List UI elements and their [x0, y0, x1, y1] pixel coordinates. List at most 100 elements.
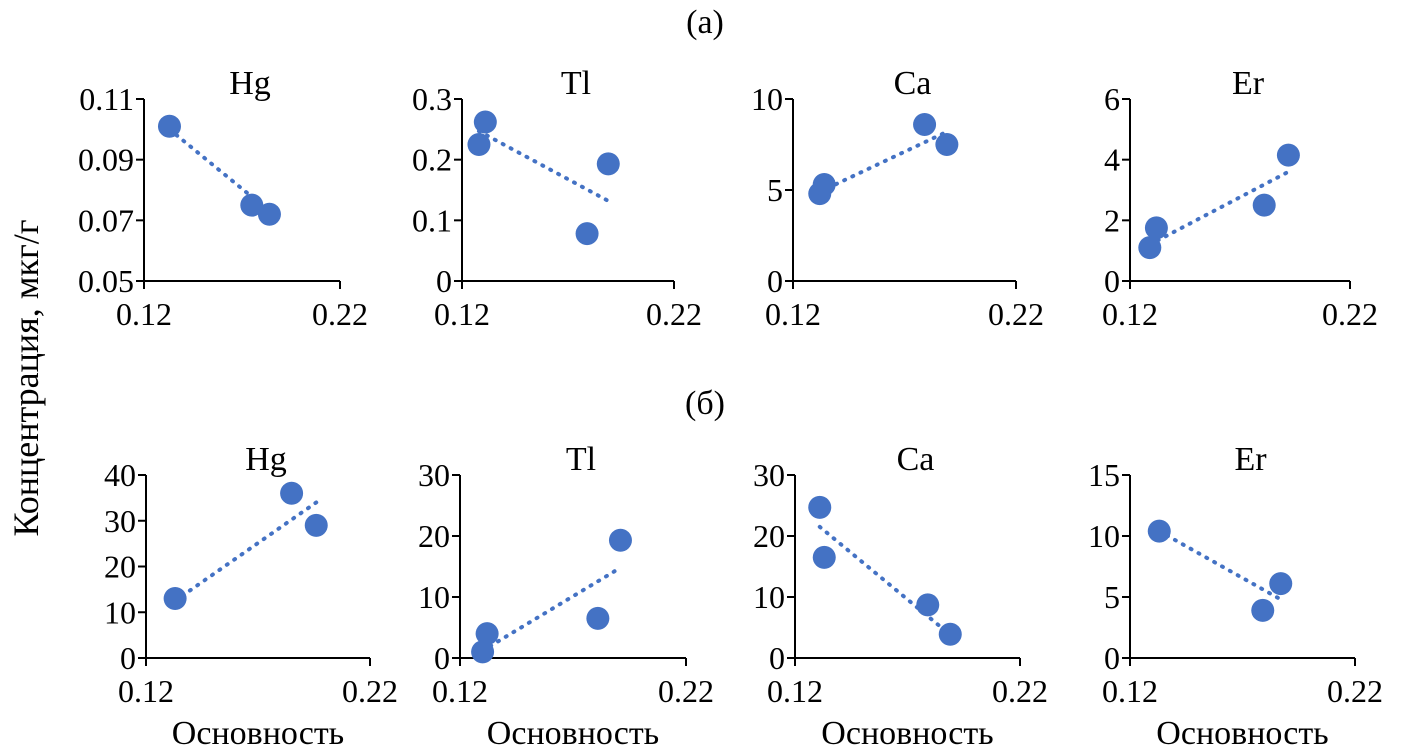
x-tick-label: 0.12: [116, 296, 172, 332]
x-axis-label: Основность: [1156, 715, 1328, 752]
data-point: [1144, 216, 1168, 240]
data-point: [596, 152, 620, 176]
panel-label-b: (б): [685, 385, 725, 422]
data-point: [257, 202, 281, 226]
y-tick-label: 0: [767, 263, 783, 299]
y-tick-label: 2: [1104, 202, 1120, 238]
x-tick-label: 0.22: [988, 296, 1044, 332]
y-tick-label: 10: [751, 81, 783, 117]
x-tick-label: 0.12: [434, 296, 490, 332]
y-tick-label: 20: [753, 518, 785, 554]
chart-panel: 0 10 20 30 0.12 0.22 Ca Основность: [753, 441, 1048, 752]
chart-panel: 0 5 10 15 0.12 0.22 Er Основность: [1088, 441, 1383, 752]
data-point: [1147, 519, 1171, 543]
data-point: [473, 110, 497, 134]
y-tick-label: 10: [753, 579, 785, 615]
y-tick-label: 0.3: [412, 81, 452, 117]
data-point: [304, 513, 328, 537]
data-point: [1252, 193, 1276, 217]
y-tick-label: 30: [418, 457, 450, 493]
data-point: [812, 545, 836, 569]
chart-panel: 0 2 4 6 0.12 0.22 Er: [1102, 65, 1378, 332]
x-tick-label: 0.22: [312, 296, 368, 332]
chart-panel: 0 10 20 30 0.12 0.22 Tl Основность: [418, 441, 714, 752]
y-tick-label: 0.1: [412, 202, 452, 238]
x-tick-label: 0.12: [118, 673, 174, 709]
data-point: [157, 114, 181, 138]
x-tick-label: 0.22: [646, 296, 702, 332]
x-axis-label: Основность: [487, 715, 659, 752]
charts-group: 0.05 0.07 0.09 0.11 0.12 0.22 Hg 0 0.1 0.2 0.3 0.12…: [78, 65, 1383, 752]
chart-title: Ca: [897, 441, 935, 478]
y-tick-label: 20: [104, 549, 136, 585]
y-tick-label: 10: [1088, 518, 1120, 554]
x-tick-label: 0.22: [1322, 296, 1378, 332]
y-tick-label: 30: [104, 503, 136, 539]
y-tick-label: 0: [1104, 640, 1120, 676]
trendline: [817, 129, 949, 194]
x-axis-label: Основность: [172, 715, 344, 752]
y-tick-label: 0.2: [412, 142, 452, 178]
x-tick-label: 0.22: [1327, 673, 1383, 709]
chart-panel: 0.05 0.07 0.09 0.11 0.12 0.22 Hg: [78, 65, 368, 332]
chart-title: Er: [1232, 65, 1265, 102]
panel-label-a: (а): [686, 4, 724, 41]
y-tick-label: 5: [767, 172, 783, 208]
x-tick-label: 0.12: [432, 673, 488, 709]
y-tick-label: 6: [1104, 81, 1120, 117]
data-point: [938, 622, 962, 646]
chart-title: Hg: [245, 441, 287, 478]
x-tick-label: 0.12: [1102, 296, 1158, 332]
y-tick-label: 0: [434, 640, 450, 676]
y-tick-label: 5: [1104, 579, 1120, 615]
chart-title: Hg: [229, 65, 271, 102]
data-point: [1276, 143, 1300, 167]
y-tick-label: 4: [1104, 142, 1120, 178]
data-point: [475, 622, 499, 646]
x-tick-label: 0.22: [342, 673, 398, 709]
data-point: [916, 593, 940, 617]
y-tick-label: 0.09: [78, 142, 134, 178]
data-point: [1251, 598, 1275, 622]
data-point: [163, 587, 187, 611]
y-tick-label: 10: [104, 594, 136, 630]
data-point: [467, 133, 491, 156]
chart-title: Ca: [894, 65, 932, 102]
data-point: [812, 173, 836, 197]
x-tick-label: 0.22: [658, 673, 714, 709]
trendline: [173, 500, 319, 603]
y-tick-label: 40: [104, 457, 136, 493]
data-point: [935, 133, 959, 156]
chart-panel: 0 5 10 0.12 0.22 Ca: [751, 65, 1044, 332]
data-point: [1138, 236, 1162, 260]
y-tick-label: 15: [1088, 457, 1120, 493]
x-tick-label: 0.12: [767, 673, 823, 709]
x-tick-label: 0.12: [1102, 673, 1158, 709]
y-tick-label: 0: [436, 263, 452, 299]
x-tick-label: 0.12: [765, 296, 821, 332]
chart-panel: 0 0.1 0.2 0.3 0.12 0.22 Tl: [412, 65, 702, 332]
y-tick-label: 20: [418, 518, 450, 554]
y-tick-label: 10: [418, 579, 450, 615]
trendline: [1147, 169, 1291, 247]
data-point: [586, 606, 610, 630]
trendline: [476, 129, 611, 203]
data-point: [280, 481, 304, 505]
y-tick-label: 0: [120, 640, 136, 676]
data-point: [913, 112, 937, 136]
y-axis-label: Концентрация, мкг/г: [6, 219, 46, 536]
y-tick-label: 0.05: [78, 263, 134, 299]
y-tick-label: 30: [753, 457, 785, 493]
trendline: [1157, 529, 1283, 602]
x-axis-label: Основность: [821, 715, 993, 752]
chart-title: Er: [1234, 441, 1267, 478]
chart-panel: 0 10 20 30 40 0.12 0.22 Hg Основность: [104, 441, 398, 752]
data-point: [240, 193, 264, 217]
data-point: [575, 222, 599, 246]
y-tick-label: 0: [1104, 263, 1120, 299]
y-tick-label: 0.07: [78, 202, 134, 238]
data-point: [471, 640, 495, 664]
chart-title: Tl: [566, 441, 596, 478]
x-tick-label: 0.22: [992, 673, 1048, 709]
